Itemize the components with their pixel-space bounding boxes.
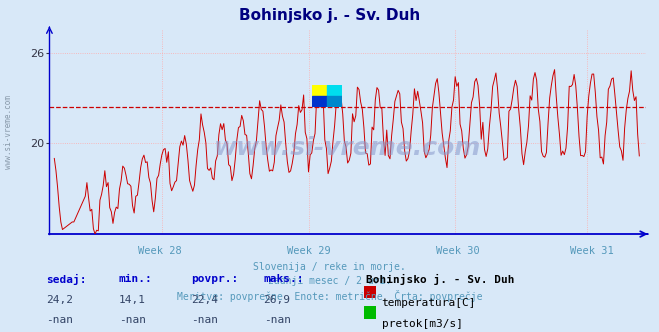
Text: min.:: min.: [119,274,152,284]
Text: -nan: -nan [264,315,291,325]
Text: sedaj:: sedaj: [46,274,86,285]
Text: Week 31: Week 31 [570,246,614,256]
Text: 22,4: 22,4 [191,295,218,305]
Text: pretok[m3/s]: pretok[m3/s] [382,319,463,329]
Text: zadnji mesec / 2 uri.: zadnji mesec / 2 uri. [268,276,391,286]
Text: povpr.:: povpr.: [191,274,239,284]
Text: Week 30: Week 30 [436,246,480,256]
Bar [327,85,342,96]
Bar [312,96,327,108]
Text: temperatura[C]: temperatura[C] [382,298,476,308]
Text: www.si-vreme.com: www.si-vreme.com [4,95,13,169]
Text: -nan: -nan [191,315,218,325]
Text: -nan: -nan [46,315,73,325]
Text: Bohinjsko j. - Sv. Duh: Bohinjsko j. - Sv. Duh [366,274,514,285]
Bar [327,96,342,108]
Text: www.si-vreme.com: www.si-vreme.com [214,136,481,160]
Text: Bohinjsko j. - Sv. Duh: Bohinjsko j. - Sv. Duh [239,8,420,23]
Bar [312,85,327,96]
Text: Week 28: Week 28 [138,246,182,256]
Text: Week 29: Week 29 [287,246,331,256]
Text: 14,1: 14,1 [119,295,146,305]
Text: Meritve: povprečne  Enote: metrične  Črta: povprečje: Meritve: povprečne Enote: metrične Črta:… [177,290,482,302]
Text: -nan: -nan [119,315,146,325]
Text: 24,2: 24,2 [46,295,73,305]
Text: Slovenija / reke in morje.: Slovenija / reke in morje. [253,262,406,272]
Text: maks.:: maks.: [264,274,304,284]
Text: 26,9: 26,9 [264,295,291,305]
